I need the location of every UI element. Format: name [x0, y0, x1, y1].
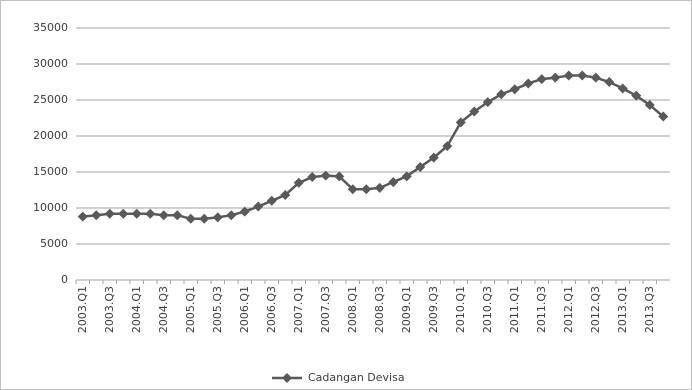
data-point [104, 208, 115, 219]
x-tick-label: 2010.Q3 [481, 286, 494, 333]
data-point [131, 208, 142, 219]
data-point [604, 77, 615, 87]
data-point [158, 210, 169, 221]
x-tick-label: 2012.Q1 [562, 286, 575, 333]
data-point [266, 195, 277, 206]
y-tick-label: 10000 [33, 201, 68, 214]
data-point [226, 210, 237, 221]
x-tick-label: 2013.Q3 [643, 286, 656, 333]
data-point [374, 182, 385, 193]
x-tick-label: 2007.Q1 [292, 286, 305, 333]
y-tick-label: 30000 [33, 57, 68, 70]
x-tick-label: 2009.Q3 [427, 286, 440, 333]
data-point [212, 212, 223, 223]
x-tick-label: 2010.Q1 [454, 286, 467, 333]
data-point [482, 97, 493, 108]
x-tick-label: 2013.Q1 [616, 286, 629, 333]
data-point [307, 172, 318, 183]
legend-label: Cadangan Devisa [308, 371, 405, 384]
data-point [509, 84, 520, 95]
y-tick-label: 0 [61, 273, 68, 286]
data-point [415, 161, 426, 172]
x-tick-label: 2011.Q1 [508, 286, 521, 333]
y-tick-label: 25000 [33, 93, 68, 106]
data-point [631, 90, 642, 101]
x-tick-label: 2009.Q1 [400, 286, 413, 333]
data-point [185, 213, 196, 224]
data-point [334, 171, 345, 182]
data-point [644, 100, 655, 111]
x-tick-label: 2006.Q3 [265, 286, 278, 333]
data-point [577, 70, 588, 81]
data-point [361, 184, 372, 195]
data-point [320, 170, 331, 181]
data-point [590, 72, 601, 83]
x-tick-label: 2004.Q1 [130, 286, 143, 333]
data-point [658, 111, 669, 122]
data-point [77, 211, 88, 222]
data-point [172, 210, 183, 221]
x-tick-label: 2005.Q3 [211, 286, 224, 333]
data-point [442, 141, 453, 152]
data-point [293, 177, 304, 188]
data-point [239, 206, 250, 217]
x-tick-label: 2012.Q3 [589, 286, 602, 333]
data-point [118, 208, 129, 219]
data-point [91, 210, 102, 221]
x-tick-label: 2011.Q3 [535, 286, 548, 333]
x-tick-label: 2003.Q3 [103, 286, 116, 333]
data-point [469, 106, 480, 117]
x-tick-label: 2008.Q1 [346, 286, 359, 333]
data-point [145, 208, 156, 219]
x-tick-label: 2005.Q1 [184, 286, 197, 333]
data-point [428, 152, 439, 163]
data-point [199, 213, 210, 224]
data-point [388, 177, 399, 188]
y-tick-label: 35000 [33, 21, 68, 34]
x-tick-label: 2006.Q1 [238, 286, 251, 333]
data-point [280, 190, 291, 201]
y-tick-label: 5000 [40, 237, 68, 250]
x-tick-label: 2004.Q3 [157, 286, 170, 333]
data-point [253, 201, 264, 212]
data-point [617, 83, 628, 94]
data-point [401, 171, 412, 182]
x-tick-label: 2003.Q1 [76, 286, 89, 333]
x-tick-label: 2007.Q3 [319, 286, 332, 333]
data-point [455, 117, 466, 128]
data-point [347, 184, 358, 195]
y-tick-label: 20000 [33, 129, 68, 142]
data-point [563, 70, 574, 81]
legend-marker [282, 373, 292, 383]
data-point [523, 78, 534, 89]
y-tick-label: 15000 [33, 165, 68, 178]
x-tick-label: 2008.Q3 [373, 286, 386, 333]
data-point [550, 72, 561, 83]
data-point [536, 74, 547, 85]
data-point [496, 89, 507, 100]
